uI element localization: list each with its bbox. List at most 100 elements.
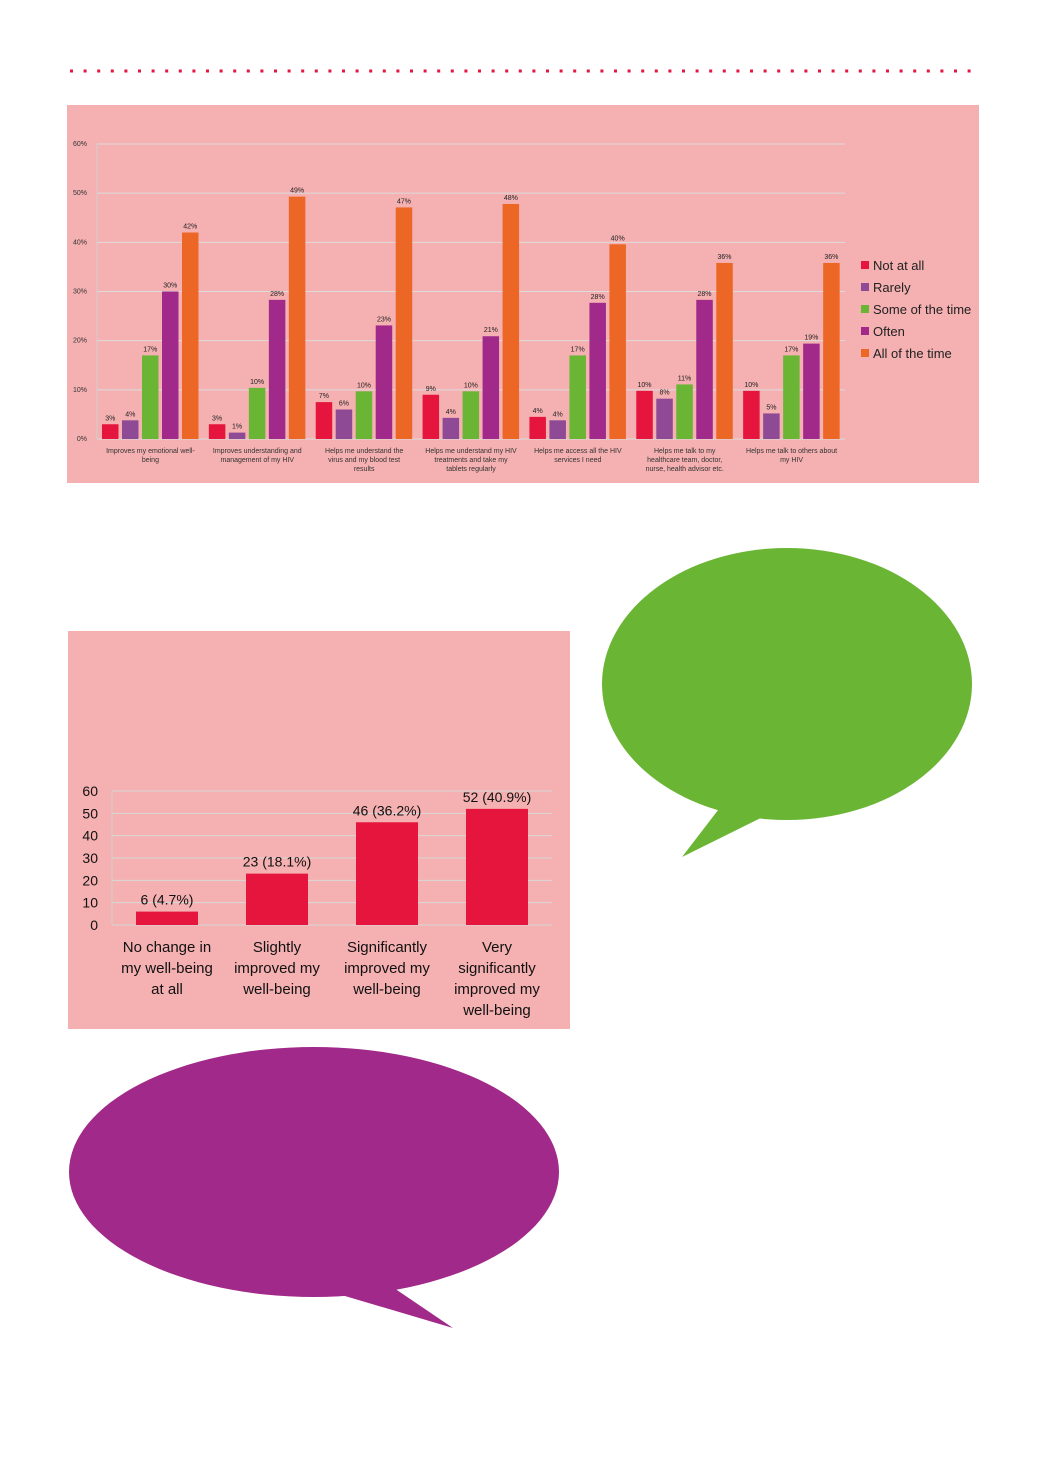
x-tick-label: at all: [151, 981, 183, 998]
y-tick-label: 50: [82, 805, 98, 821]
data-label: 10%: [357, 382, 371, 389]
data-label: 36%: [824, 254, 838, 261]
bar: [335, 409, 353, 439]
x-tick-label: treatments and take my: [434, 457, 508, 464]
x-tick-label: Improves my emotional well-: [106, 448, 195, 455]
data-label: 6 (4.7%): [141, 892, 194, 908]
bar: [676, 384, 693, 439]
legend-label: Rarely: [873, 279, 911, 295]
x-tick-label: Significantly: [347, 939, 428, 956]
data-label: 10%: [638, 382, 652, 389]
bar: [462, 391, 480, 439]
data-label: 28%: [591, 294, 605, 301]
data-label: 17%: [143, 346, 157, 353]
legend-item-often: Often: [861, 320, 971, 342]
wellbeing-bar-chart: 0 10 20 30 40 50 60 6 (4.7%) No change in my well…: [82, 783, 552, 1019]
bar: [182, 232, 199, 439]
data-label: 28%: [270, 291, 284, 298]
x-tick-label: well-being: [462, 1002, 531, 1019]
bar: [248, 387, 266, 439]
y-tick-label: 50%: [73, 190, 87, 197]
y-tick-label: 0%: [77, 436, 87, 443]
y-tick-label: 20%: [73, 338, 87, 345]
x-tick-label: No change in: [123, 939, 211, 956]
legend-swatch: [861, 261, 869, 269]
legend-swatch: [861, 327, 869, 335]
data-label: 3%: [105, 415, 115, 422]
bar: [696, 299, 713, 439]
x-tick-label: Improves understanding and: [213, 448, 302, 455]
bar: [502, 203, 520, 439]
legend-swatch: [861, 305, 869, 313]
bar: [395, 207, 413, 439]
data-label: 36%: [718, 254, 732, 261]
data-label: 42%: [183, 224, 197, 231]
x-tick-label: Slightly: [253, 939, 302, 956]
bar: [466, 808, 528, 925]
bar: [208, 424, 226, 439]
data-label: 4%: [446, 409, 456, 416]
data-label: 47%: [397, 198, 411, 205]
data-label: 10%: [250, 379, 264, 386]
y-tick-label: 60: [82, 783, 98, 799]
data-label: 40%: [611, 235, 625, 242]
bar: [783, 355, 800, 439]
data-label: 46 (36.2%): [353, 802, 421, 818]
data-label: 48%: [504, 195, 518, 202]
data-label: 10%: [744, 382, 758, 389]
data-label: 21%: [484, 327, 498, 334]
x-tick-label: management of my HIV: [221, 457, 295, 464]
x-tick-label: improved my: [344, 960, 430, 977]
x-tick-label: Helps me talk to others about: [746, 448, 837, 455]
bar: [142, 355, 159, 439]
x-tick-label: healthcare team, doctor,: [647, 457, 722, 464]
data-label: 23 (18.1%): [243, 854, 311, 870]
legend-label: Some of the time: [873, 301, 972, 317]
bar: [743, 390, 760, 439]
y-tick-label: 10: [82, 895, 98, 911]
bar: [549, 420, 566, 439]
x-tick-label: my well-being: [121, 960, 213, 977]
bar: [136, 911, 198, 925]
y-tick-label: 40: [82, 828, 98, 844]
bar: [803, 343, 820, 439]
legend-item-all-of-the-time: All of the time: [861, 342, 971, 364]
legend-label: Not at all: [873, 257, 925, 273]
data-label: 5%: [766, 404, 776, 411]
data-label: 17%: [571, 346, 585, 353]
speech-bubble-green: [602, 548, 972, 857]
data-label: 49%: [290, 188, 304, 195]
x-tick-label: significantly: [458, 960, 536, 977]
bar: [609, 244, 626, 439]
x-tick-label: Very: [482, 939, 513, 956]
dotted-divider: [70, 69, 981, 73]
chart-panel-wellbeing: 0 10 20 30 40 50 60 6 (4.7%) No change in my well…: [68, 631, 570, 1029]
bar: [288, 196, 306, 439]
bar: [355, 391, 373, 439]
x-tick-label: well-being: [352, 981, 421, 998]
bar: [375, 325, 393, 439]
y-tick-label: 20: [82, 872, 98, 888]
data-label: 4%: [125, 411, 135, 418]
bar: [763, 413, 780, 439]
x-tick-label: Helps me understand my HIV: [425, 448, 517, 455]
data-label: 9%: [426, 386, 436, 393]
x-tick-label: Helps me understand the: [325, 448, 403, 455]
bar: [246, 873, 308, 925]
data-label: 3%: [212, 415, 222, 422]
data-label: 19%: [804, 335, 818, 342]
y-tick-label: 10%: [73, 387, 87, 394]
bar: [656, 398, 673, 439]
x-tick-label: well-being: [242, 981, 311, 998]
x-tick-label: being: [142, 457, 159, 464]
legend-swatch: [861, 349, 869, 357]
data-label: 10%: [464, 382, 478, 389]
bar: [482, 336, 500, 439]
bar: [569, 355, 586, 439]
data-label: 30%: [163, 283, 177, 290]
x-tick-label: Helps me access all the HIV: [534, 448, 622, 455]
y-tick-label: 30: [82, 850, 98, 866]
bar: [228, 432, 246, 439]
data-label: 52 (40.9%): [463, 789, 531, 805]
data-label: 17%: [784, 346, 798, 353]
